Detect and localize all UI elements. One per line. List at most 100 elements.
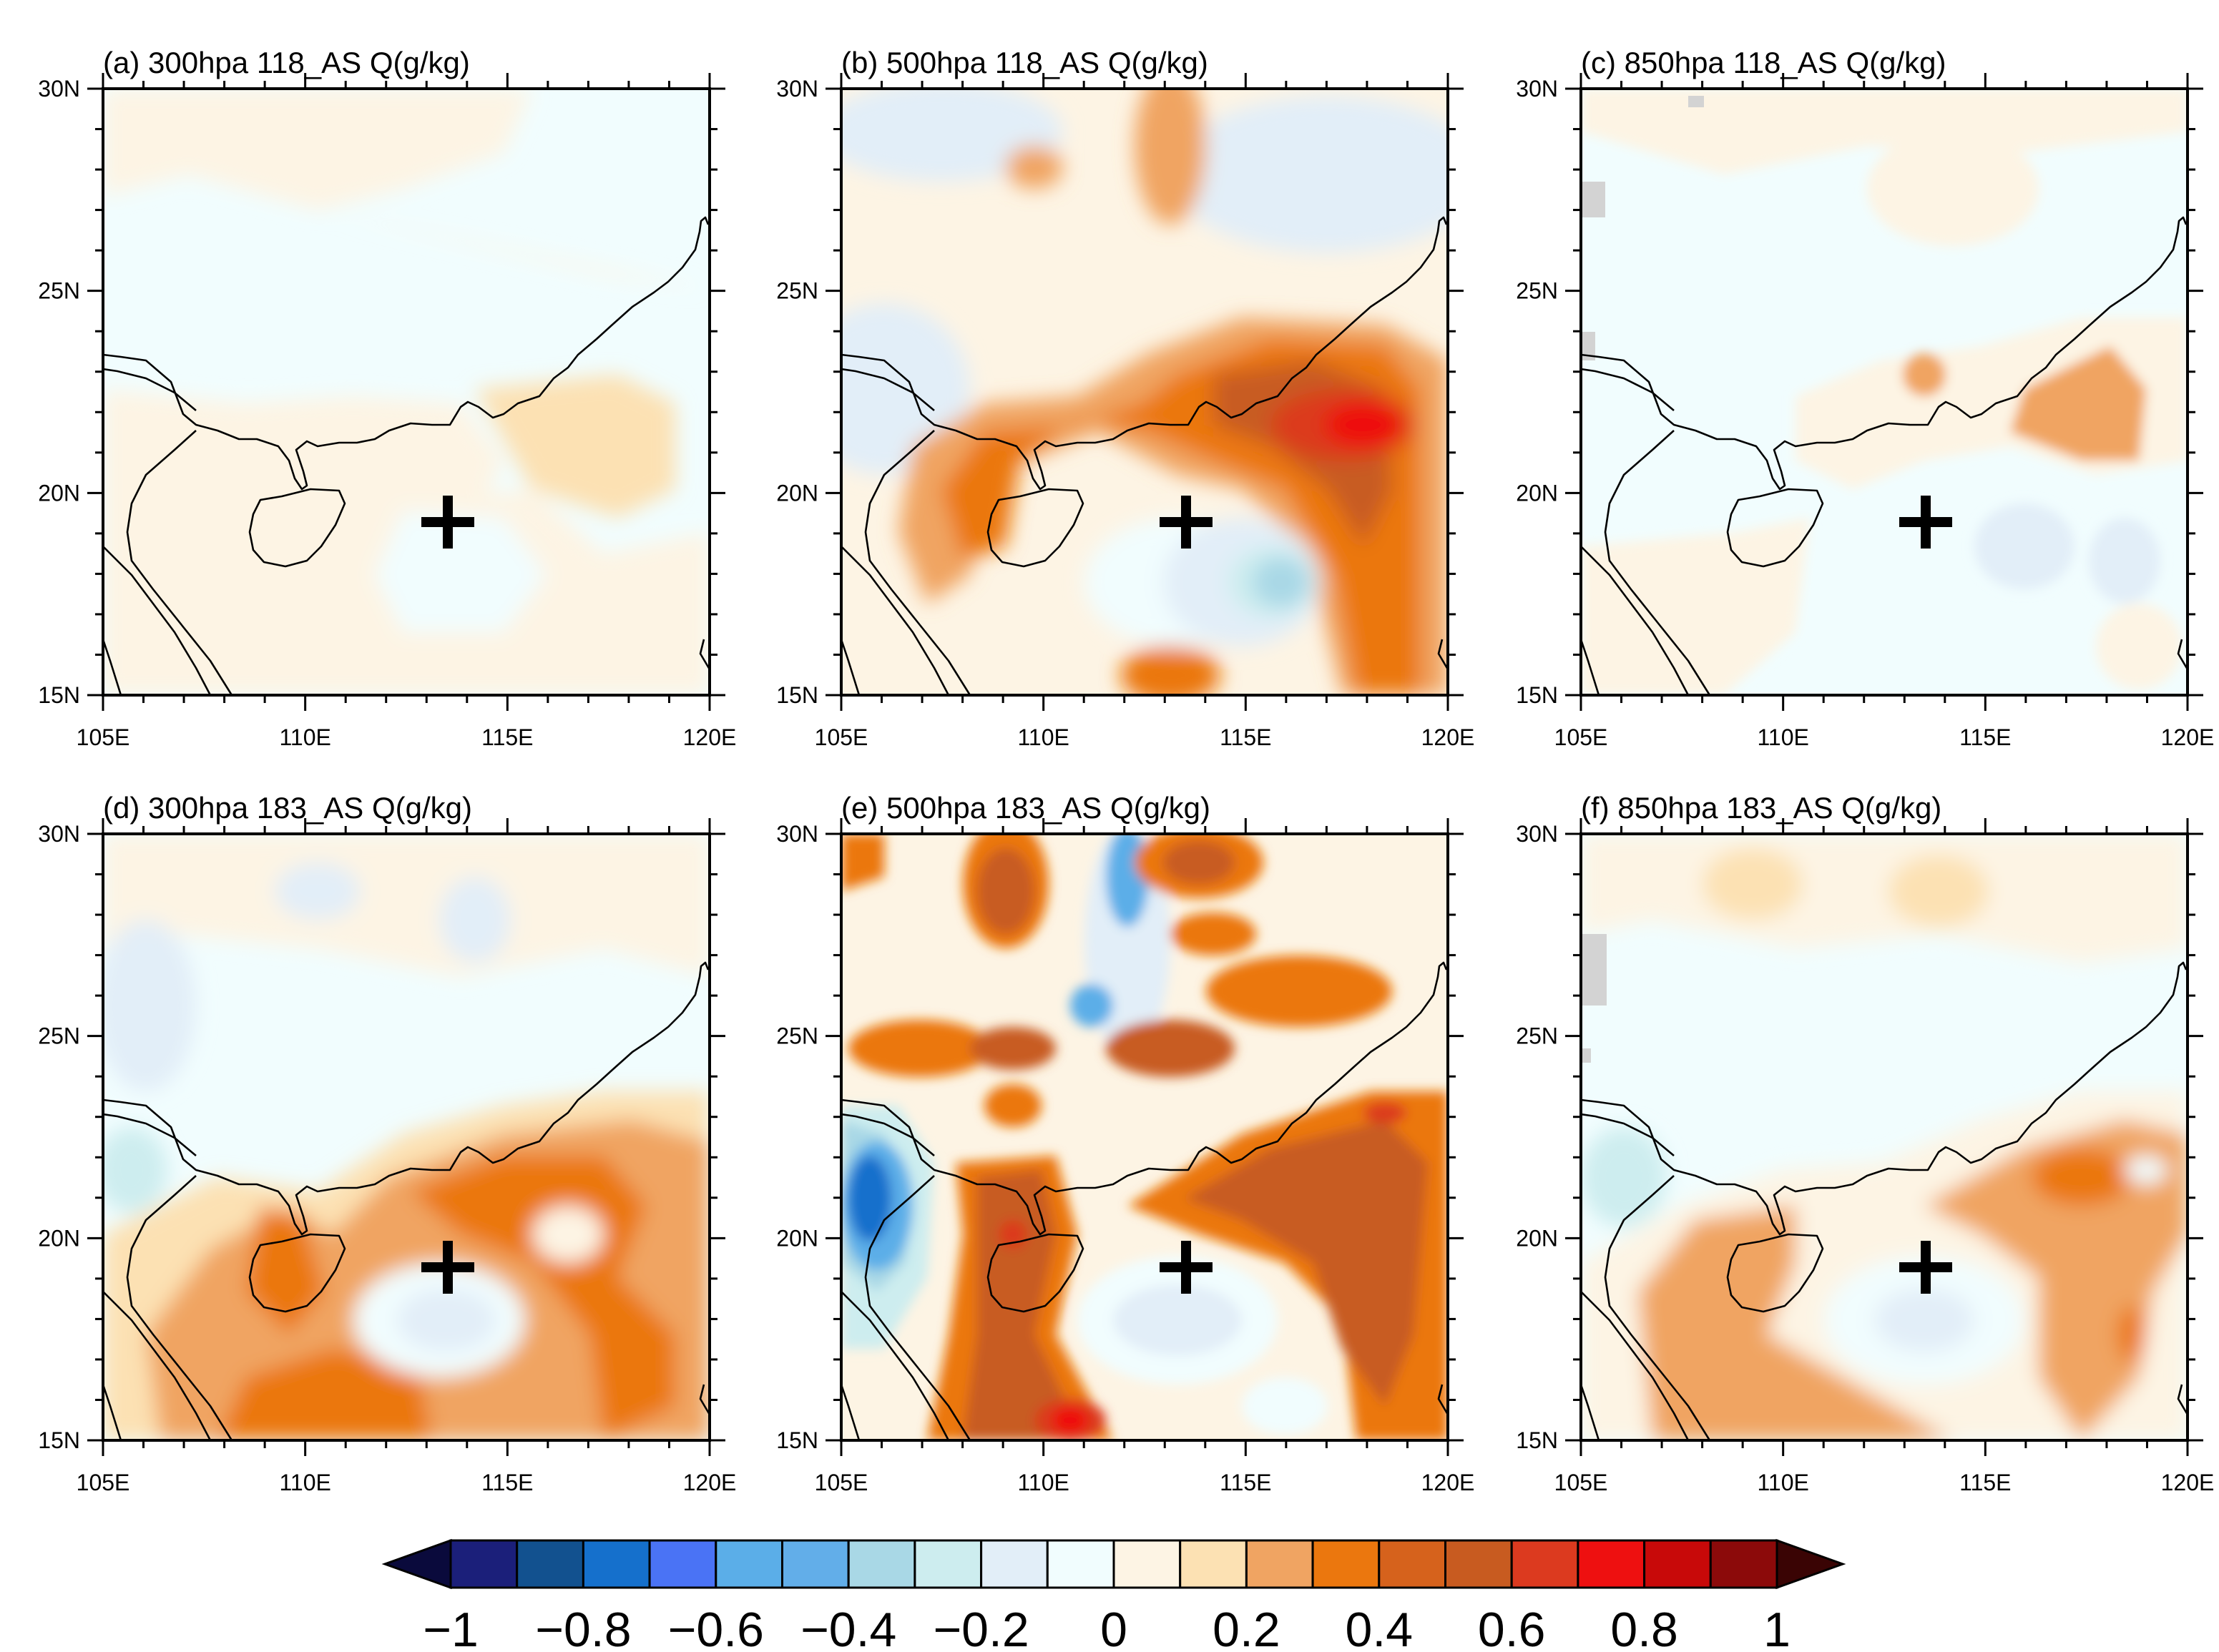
x-tick-label: 110E — [1017, 1470, 1069, 1495]
colorbar: −1 −0.8 −0.6 −0.4 −0.2 0 0.2 0.4 0.6 0.8 1 — [381, 1538, 1846, 1652]
panel-b: (b) 500hpa 118_AS Q(g/kg) — [840, 46, 1449, 697]
colorbar-bin — [847, 1539, 916, 1589]
panel-title: (e) 500hpa 183_AS Q(g/kg) — [841, 791, 1210, 825]
y-tick-label: 30N — [776, 76, 818, 102]
map-area — [1581, 89, 2188, 695]
colorbar-label: −1 — [423, 1603, 479, 1652]
colorbar-bin — [715, 1539, 783, 1589]
x-tick-label: 110E — [279, 724, 330, 750]
colorbar-label: −0.4 — [800, 1603, 896, 1652]
x-tick-label: 105E — [815, 1470, 868, 1495]
map-area — [841, 834, 1448, 1440]
x-tick-label: 105E — [77, 1470, 130, 1495]
y-tick-label: 20N — [776, 480, 818, 506]
y-tick-label: 25N — [1516, 1023, 1558, 1049]
x-tick-label: 120E — [2161, 1470, 2215, 1495]
panel-axes: 105E 110E 115E 120E 30N 25N 20N 15N — [776, 73, 1474, 750]
colorbar-label: 0 — [1100, 1603, 1127, 1652]
colorbar-bin — [1577, 1539, 1646, 1589]
y-tick-label: 20N — [776, 1225, 818, 1251]
x-tick-label: 105E — [1554, 724, 1608, 750]
y-tick-label: 25N — [1516, 278, 1558, 304]
colorbar-label: 0.6 — [1478, 1603, 1546, 1652]
colorbar-bin — [781, 1539, 850, 1589]
x-tick-label: 105E — [77, 724, 130, 750]
x-tick-label: 115E — [1959, 1470, 2011, 1495]
panel-title: (f) 850hpa 183_AS Q(g/kg) — [1581, 791, 1941, 825]
colorbar-bin — [1709, 1539, 1778, 1589]
colorbar-label: 0.2 — [1213, 1603, 1280, 1652]
panel-title: (c) 850hpa 118_AS Q(g/kg) — [1581, 46, 1946, 79]
panel-title: (a) 300hpa 118_AS Q(g/kg) — [103, 46, 470, 79]
x-tick-label: 115E — [1220, 724, 1271, 750]
colorbar-lower-extension — [381, 1538, 452, 1590]
colorbar-label: −0.6 — [668, 1603, 764, 1652]
colorbar-label: −0.8 — [535, 1603, 631, 1652]
panel-title: (b) 500hpa 118_AS Q(g/kg) — [841, 46, 1208, 79]
y-tick-label: 15N — [776, 1427, 818, 1453]
map-area — [103, 89, 710, 695]
panel-axes: 105E 110E 115E 120E 30N 25N 20N 15N — [1516, 73, 2214, 750]
y-tick-label: 15N — [1516, 1427, 1558, 1453]
colorbar-bin — [516, 1539, 584, 1589]
x-tick-label: 115E — [481, 724, 533, 750]
x-tick-label: 120E — [683, 724, 737, 750]
x-tick-label: 105E — [1554, 1470, 1608, 1495]
panel-c: (c) 850hpa 118_AS Q(g/kg) — [1579, 46, 2189, 697]
colorbar-bin — [913, 1539, 983, 1589]
colorbar-bin — [449, 1539, 519, 1589]
map-area — [841, 89, 1448, 695]
x-tick-label: 115E — [1220, 1470, 1271, 1495]
x-tick-label: 120E — [1421, 1470, 1475, 1495]
colorbar-bin — [1378, 1539, 1447, 1589]
y-tick-label: 25N — [38, 1023, 80, 1049]
colorbar-bin — [980, 1539, 1049, 1589]
panel-axes: 105E 110E 115E 120E 30N 25N 20N 15N — [1516, 818, 2214, 1495]
x-tick-label: 105E — [815, 724, 868, 750]
map-area — [1581, 834, 2188, 1440]
y-tick-label: 15N — [38, 682, 80, 708]
y-tick-label: 25N — [38, 278, 80, 304]
panel-f: (f) 850hpa 183_AS Q(g/kg) — [1579, 791, 2189, 1442]
map-area — [103, 834, 710, 1440]
y-tick-label: 30N — [1516, 76, 1558, 102]
x-tick-label: 110E — [279, 1470, 330, 1495]
colorbar-bin — [1311, 1539, 1381, 1589]
y-tick-label: 20N — [38, 1225, 80, 1251]
panel-a: (a) 300hpa 118_AS Q(g/kg) — [102, 46, 711, 697]
panel-axes: 105E 110E 115E 120E 30N 25N 20N 15N — [776, 818, 1474, 1495]
y-tick-label: 25N — [776, 1023, 818, 1049]
y-tick-label: 20N — [1516, 1225, 1558, 1251]
colorbar-label: 0.4 — [1346, 1603, 1414, 1652]
colorbar-bin — [648, 1539, 717, 1589]
colorbar-bin — [1245, 1539, 1314, 1589]
panel-d: (d) 300hpa 183_AS Q(g/kg) — [102, 791, 711, 1442]
y-tick-label: 15N — [776, 682, 818, 708]
x-tick-label: 110E — [1757, 1470, 1808, 1495]
panel-e: (e) 500hpa 183_AS Q(g/kg) — [840, 791, 1449, 1442]
y-tick-label: 30N — [38, 821, 80, 847]
colorbar-upper-extension — [1775, 1538, 1846, 1590]
colorbar-bin — [582, 1539, 651, 1589]
y-tick-label: 25N — [776, 278, 818, 304]
x-tick-label: 115E — [1959, 724, 2011, 750]
colorbar-bin — [1046, 1539, 1115, 1589]
panel-axes: 105E 110E 115E 120E 30N 25N 20N 15N — [38, 818, 736, 1495]
y-tick-label: 20N — [38, 480, 80, 506]
colorbar-bin — [1112, 1539, 1182, 1589]
x-tick-label: 110E — [1757, 724, 1808, 750]
x-tick-label: 120E — [1421, 724, 1475, 750]
colorbar-bin — [1179, 1539, 1248, 1589]
colorbar-bin — [1510, 1539, 1579, 1589]
y-tick-label: 15N — [1516, 682, 1558, 708]
y-tick-label: 30N — [1516, 821, 1558, 847]
panel-title: (d) 300hpa 183_AS Q(g/kg) — [103, 791, 472, 825]
colorbar-label: 0.8 — [1610, 1603, 1678, 1652]
colorbar-label: −0.2 — [933, 1603, 1029, 1652]
axes-layer: 105E 110E 115E 120E 30N 25N 20N 15N 105E 110E 115E… — [38, 73, 2214, 1495]
y-tick-label: 20N — [1516, 480, 1558, 506]
x-tick-label: 120E — [683, 1470, 737, 1495]
y-tick-label: 30N — [776, 821, 818, 847]
colorbar-bin — [1643, 1539, 1712, 1589]
